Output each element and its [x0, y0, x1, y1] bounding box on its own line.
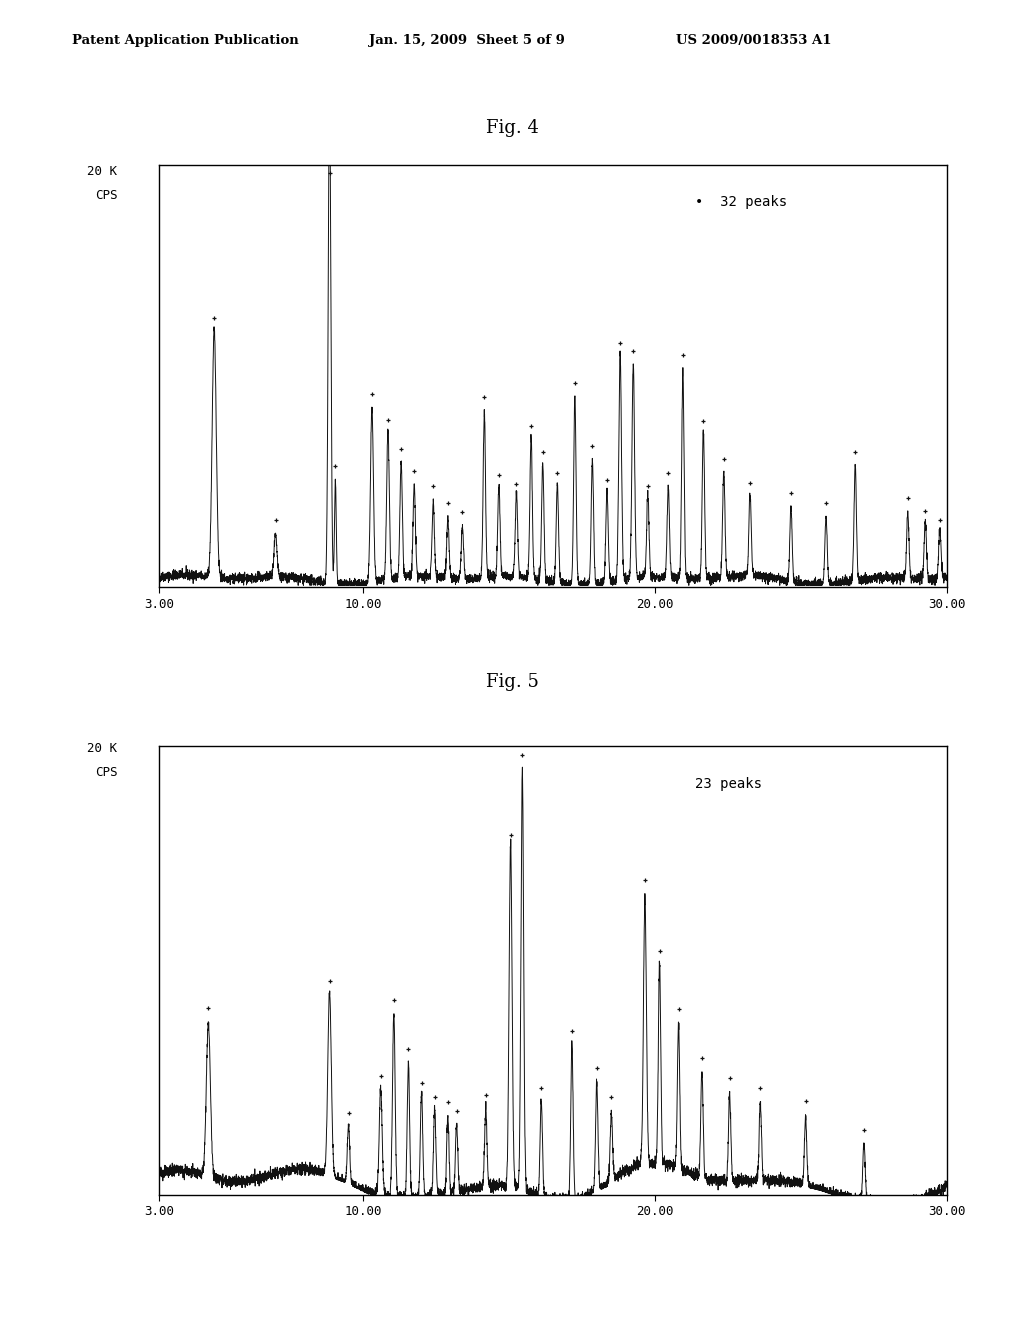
Text: Jan. 15, 2009  Sheet 5 of 9: Jan. 15, 2009 Sheet 5 of 9: [369, 34, 564, 48]
Text: 20 K: 20 K: [87, 742, 117, 755]
Text: 20 K: 20 K: [87, 165, 117, 178]
Text: CPS: CPS: [95, 766, 118, 779]
Text: Patent Application Publication: Patent Application Publication: [72, 34, 298, 48]
Text: Fig. 4: Fig. 4: [485, 119, 539, 137]
Text: US 2009/0018353 A1: US 2009/0018353 A1: [676, 34, 831, 48]
Text: 23 peaks: 23 peaks: [695, 777, 762, 791]
Text: Fig. 5: Fig. 5: [485, 673, 539, 692]
Text: CPS: CPS: [95, 189, 118, 202]
Text: •  32 peaks: • 32 peaks: [695, 194, 787, 209]
